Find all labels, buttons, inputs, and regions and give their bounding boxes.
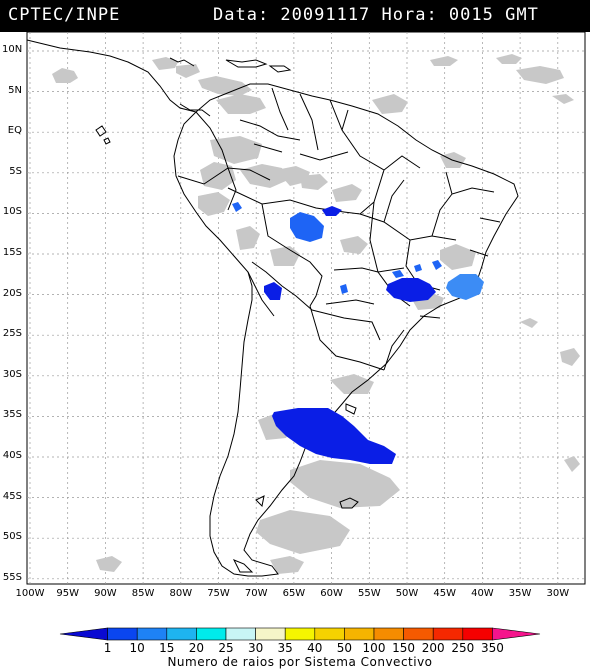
colorbar-swatch [492, 627, 541, 641]
cloud-cover [52, 54, 580, 574]
lon-label: 45W [433, 588, 456, 599]
colorbar-tick-label: 50 [336, 641, 353, 655]
colorbar-swatch [403, 627, 434, 641]
colorbar-tick-label: 250 [451, 641, 475, 655]
colorbar-swatch [314, 627, 345, 641]
map-frame [26, 31, 586, 585]
colorbar-tick-label: 15 [159, 641, 175, 655]
cell-peru [232, 202, 242, 212]
lat-label: 45S [2, 490, 22, 502]
colorbar-tick-label: 1 [103, 641, 112, 655]
lon-label: 75W [207, 588, 230, 599]
colorbar-tick-label: 350 [480, 641, 504, 655]
cell-sao-paulo [386, 278, 436, 302]
colorbar-tick-label: 200 [421, 641, 445, 655]
lat-label: 40S [2, 450, 22, 461]
colorbar-swatch [136, 627, 168, 641]
graticule [27, 32, 585, 584]
colorbar-tick-label: 20 [188, 641, 205, 655]
colorbar-tick-label: 10 [129, 641, 145, 655]
colorbar-tick-label: 30 [247, 641, 264, 655]
map-header: CPTEC/INPE Data: 20091117 Hora: 0015 GMT [0, 0, 590, 32]
cell-mato-grosso [322, 206, 342, 216]
cell-argentina [272, 408, 396, 464]
colorbar-swatch [107, 627, 138, 641]
lon-label: 55W [357, 588, 381, 599]
lat-label: 30S [2, 368, 22, 380]
colorbar [59, 627, 541, 641]
colorbar-swatch [344, 627, 375, 641]
lat-label: 20S [2, 287, 22, 299]
colorbar-tick-label: 150 [392, 641, 416, 655]
source-label: CPTEC/INPE [8, 5, 121, 25]
colorbar-tick-label: 35 [277, 641, 293, 655]
lon-label: 60W [320, 588, 343, 599]
lat-label: 25S [2, 328, 22, 340]
cell-minas-east [446, 274, 484, 300]
lat-label: 10S [2, 206, 22, 218]
lon-label: 80W [169, 588, 193, 599]
lon-label: 90W [94, 588, 117, 599]
colorbar-swatch [59, 627, 108, 641]
lon-label: 35W [508, 588, 532, 599]
lat-label: 50S [2, 531, 22, 543]
lon-label: 65W [282, 588, 306, 599]
lat-label: 15S [2, 247, 22, 258]
colorbar-title: Numero de raios por Sistema Convectivo [167, 655, 433, 669]
lon-label: 50W [395, 588, 419, 599]
lon-label: 40W [471, 588, 494, 599]
colorbar-swatch [432, 627, 464, 641]
colorbar-tick-label: 25 [218, 641, 234, 655]
cell-bolivia-north [290, 212, 324, 242]
colorbar-swatch [284, 627, 316, 641]
colorbar-swatch [166, 627, 197, 641]
colorbar-swatch [196, 627, 227, 641]
coastlines [26, 39, 519, 577]
lon-label: 70W [244, 588, 268, 599]
cell-paraguay [340, 284, 348, 294]
colorbar-swatch [255, 627, 286, 641]
lon-label: 100W [15, 588, 45, 599]
lat-label: 5S [9, 165, 22, 177]
colorbar-tick-label: 100 [362, 641, 386, 655]
lat-label: 35S [2, 409, 22, 421]
datetime-label: Data: 20091117 Hora: 0015 GMT [213, 5, 539, 25]
cell-minas-small [414, 264, 422, 272]
cell-bolivia-south [264, 282, 282, 300]
cell-minas-north [432, 260, 442, 270]
lon-label: 30W [546, 588, 570, 599]
lon-label: 95W [56, 588, 79, 599]
lat-label: 10N [2, 44, 23, 55]
lat-label: 55S [2, 571, 22, 583]
lon-label: 85W [131, 588, 155, 599]
convective-cells [232, 202, 484, 464]
colorbar-tick-label: 40 [307, 641, 323, 655]
colorbar-swatch [373, 627, 404, 641]
colorbar-swatch [462, 627, 493, 641]
lat-label: 5N [8, 84, 22, 96]
cell-goias [392, 270, 404, 278]
lat-label: EQ [7, 125, 22, 137]
colorbar-swatch [225, 627, 256, 641]
